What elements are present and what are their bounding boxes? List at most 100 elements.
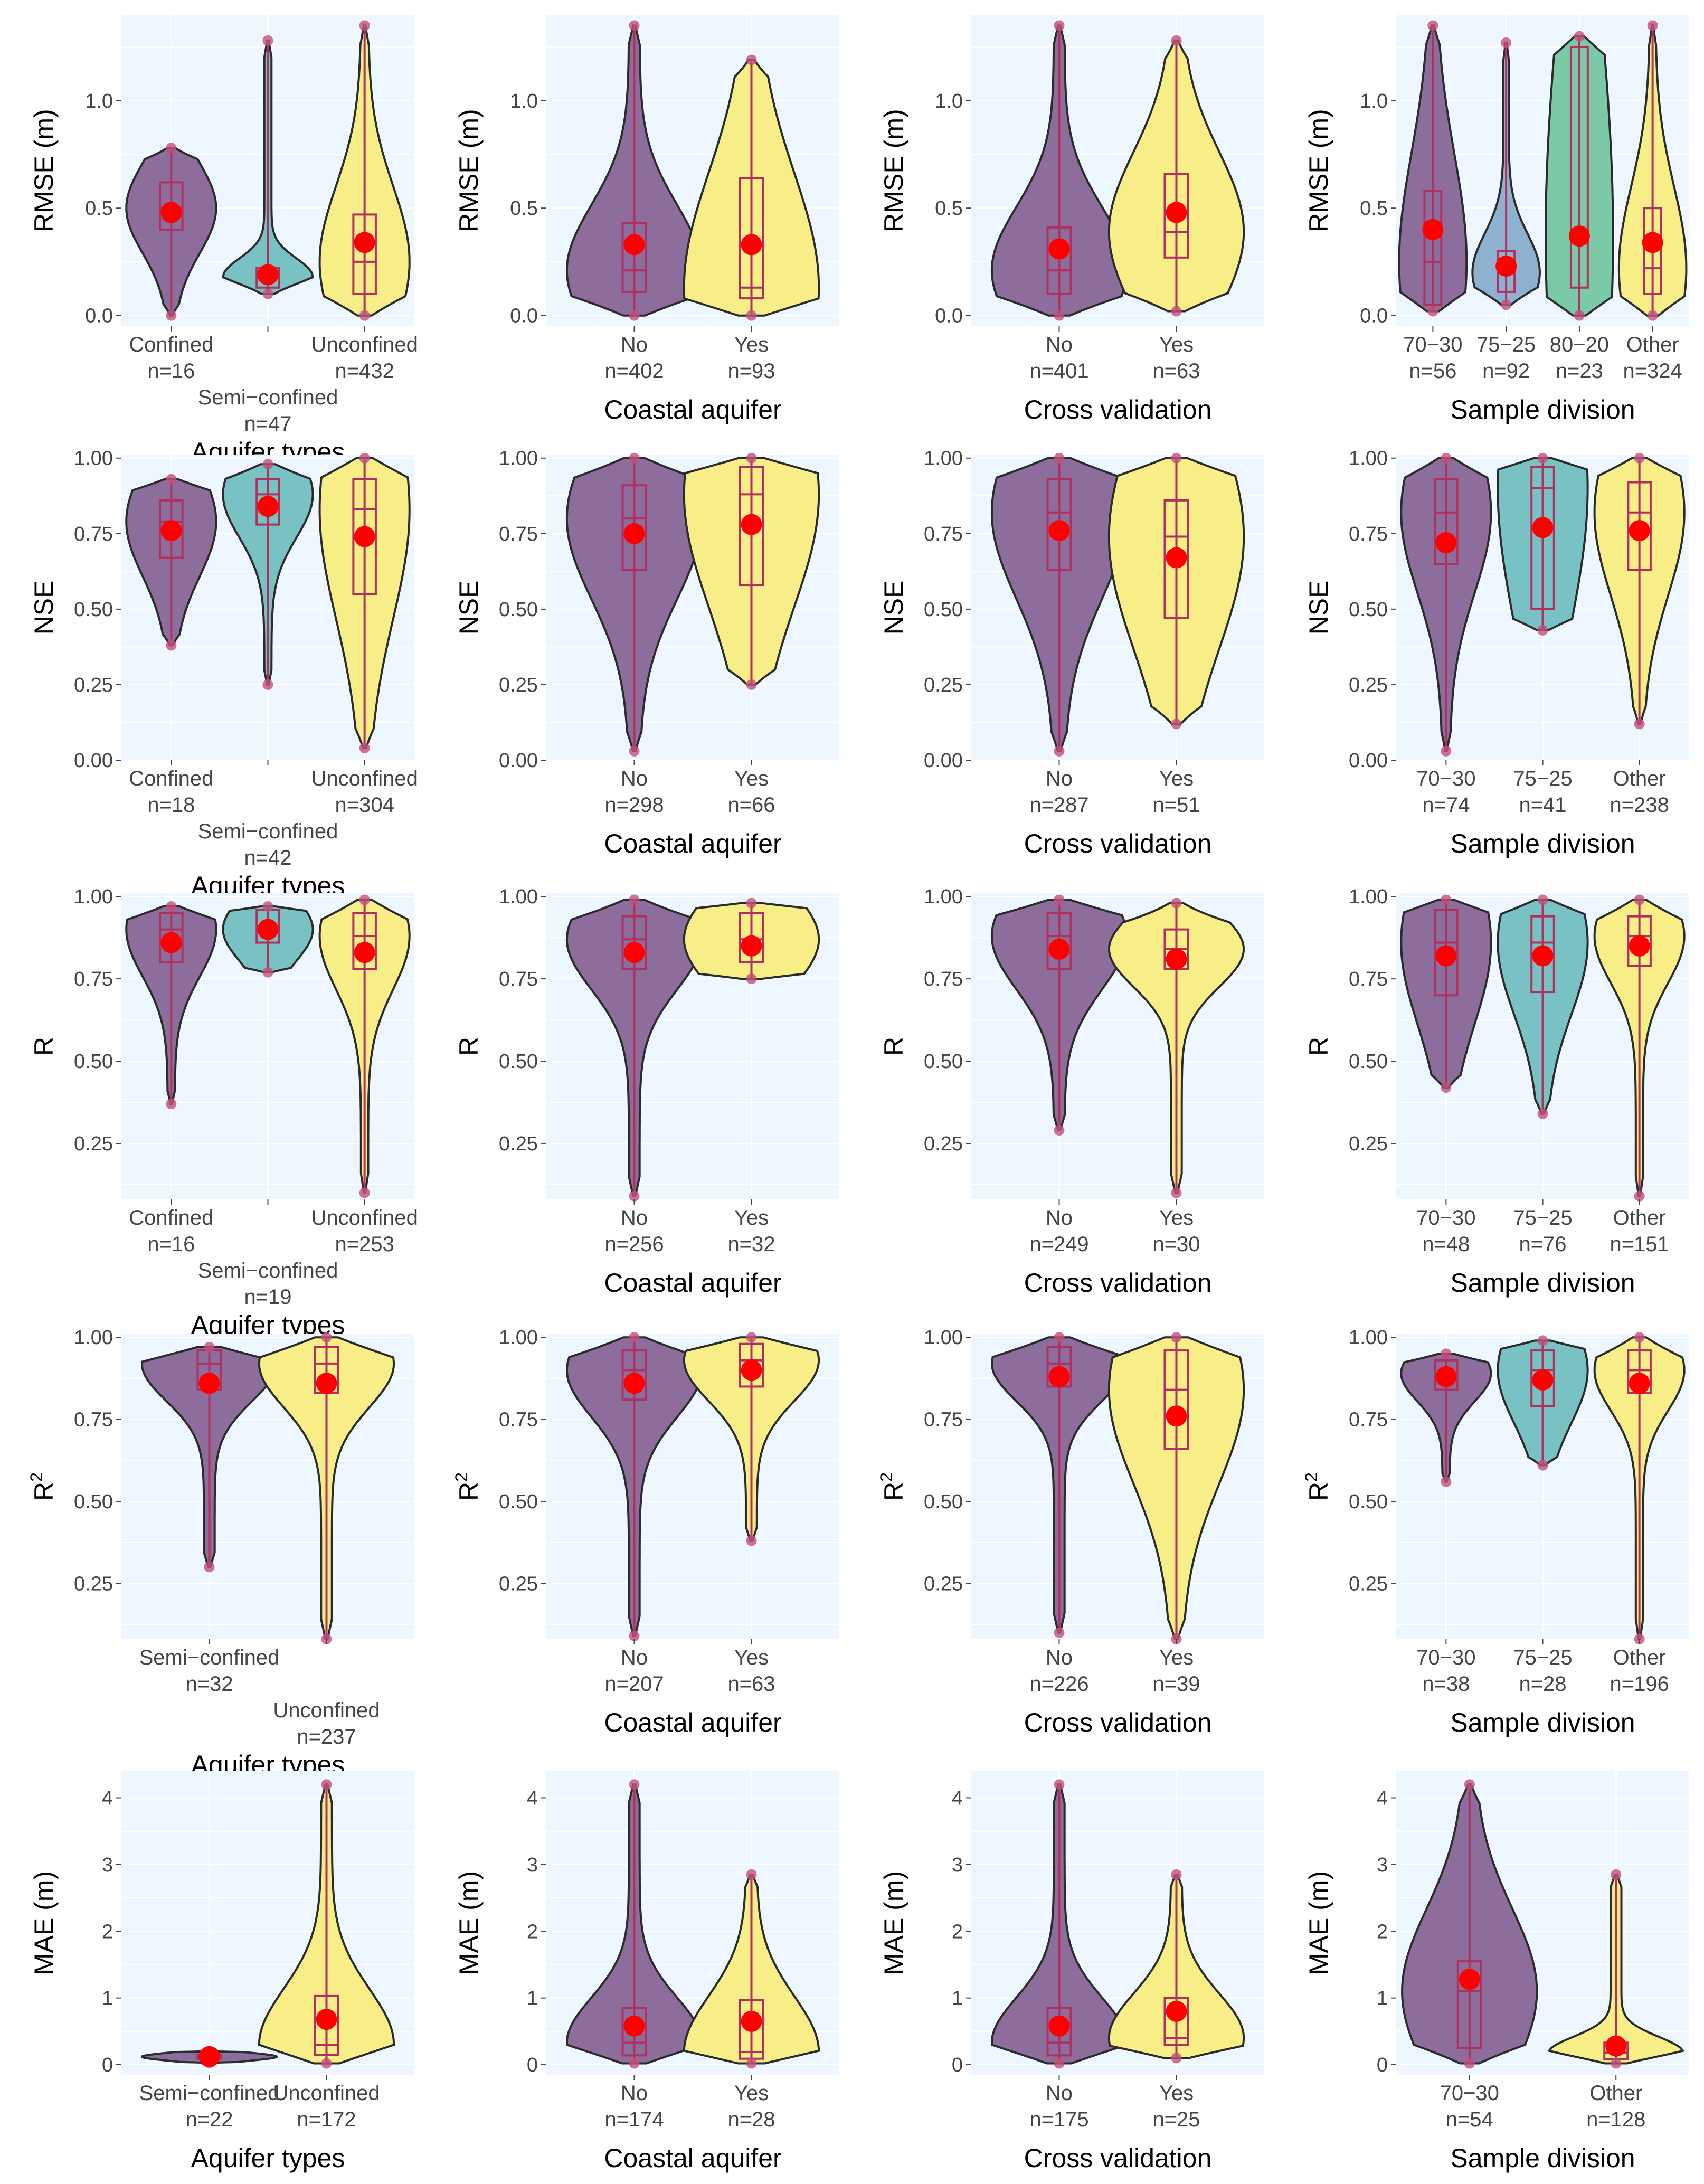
mean-point: [1166, 547, 1187, 569]
y-axis-label: MAE (m): [879, 1871, 908, 1975]
outlier-point: [1171, 35, 1182, 46]
y-tick-label: 1.0: [935, 90, 963, 112]
box: [1627, 481, 1652, 571]
x-tick-label: Yes: [1159, 1206, 1194, 1230]
violin-group-2: Yes n=66: [683, 452, 820, 817]
y-axis-label: R2: [27, 1472, 59, 1501]
y-tick-label: 0.50: [1349, 1491, 1388, 1513]
outlier-point: [1634, 894, 1645, 905]
box: [739, 466, 764, 587]
x-tick-label: Semi−confined: [198, 386, 338, 409]
outlier-point: [1647, 310, 1658, 321]
violin-group-4: Other n=324: [1617, 15, 1688, 383]
x-axis-label: Sample division: [1450, 2143, 1635, 2173]
panel-1-1: 0.0 0.5 1.0 RMSE (m) Confined n=16Semi−confin…: [29, 15, 418, 467]
box: [1530, 1349, 1555, 1407]
y-tick-label: 1.00: [924, 448, 963, 470]
x-tick-count: n=74: [1422, 793, 1470, 817]
violin-group-2: Yes n=25: [1107, 1771, 1245, 2131]
x-tick-count: n=151: [1610, 1233, 1669, 1256]
x-tick-label: Yes: [734, 1646, 769, 1669]
y-tick-label: 0.75: [924, 968, 963, 990]
y-tick-label: 1.00: [74, 448, 113, 470]
outlier-point: [629, 310, 640, 321]
panel-5-2: 0 1 2 3 4 MAE (m) No n=174 Yes n=28 Coastal aquife…: [454, 1771, 839, 2173]
x-tick-count: n=287: [1029, 793, 1088, 817]
y-tick-label: 2: [952, 1921, 963, 1943]
outlier-point: [359, 452, 370, 464]
panel-2-4: 0.00 0.25 0.50 0.75 1.00 NSE 70−30 n=74 75−25 n=4…: [1304, 448, 1689, 858]
mean-point: [1629, 520, 1650, 542]
panel-2-2: 0.00 0.25 0.50 0.75 1.00 NSE No n=298 Yes n=66 Coa…: [454, 448, 839, 858]
y-tick-label: 0: [527, 2054, 538, 2076]
x-tick-label: Semi−confined: [198, 820, 338, 843]
x-tick-count: n=16: [147, 1233, 195, 1256]
x-tick-label: 70−30: [1416, 1646, 1475, 1669]
box: [1434, 909, 1459, 997]
x-axis-label: Cross validation: [1024, 1268, 1212, 1298]
violin-group-1: Semi−confined n=22: [139, 1771, 279, 2131]
y-tick-label: 0.5: [935, 197, 963, 220]
x-tick-label: Yes: [1159, 1646, 1194, 1669]
x-tick-label: 70−30: [1416, 767, 1475, 790]
y-tick-label: 0.00: [499, 750, 538, 772]
y-tick-label: 1.0: [1360, 90, 1388, 112]
y-axis-label: RMSE (m): [879, 109, 908, 232]
violin-group-2: Semi−confined n=47: [198, 15, 338, 436]
outlier-point: [359, 1187, 370, 1198]
y-tick-label: 0.25: [924, 1133, 963, 1155]
violin-group-1: 70−30 n=74: [1400, 452, 1492, 817]
y-tick-label: 0.25: [499, 1573, 538, 1595]
outlier-point: [1171, 306, 1182, 317]
mean-point: [1605, 2035, 1627, 2057]
y-tick-label: 3: [527, 1854, 538, 1876]
outlier-point: [1054, 1627, 1065, 1638]
mean-point: [1568, 225, 1590, 247]
mean-point: [741, 1359, 762, 1381]
x-tick-count: n=22: [185, 2108, 233, 2131]
mean-point: [257, 919, 279, 940]
outlier-point: [1537, 625, 1548, 636]
violin-group-3: Other n=196: [1593, 1332, 1686, 1696]
x-tick-count: n=66: [727, 793, 775, 817]
box: [352, 213, 377, 295]
mean-point: [1048, 2015, 1070, 2037]
outlier-point: [629, 2058, 640, 2069]
y-tick-label: 4: [527, 1788, 538, 1810]
violin-group-2: Yes n=30: [1108, 893, 1245, 1256]
y-tick-label: 1.00: [1349, 886, 1388, 908]
x-tick-count: n=128: [1586, 2108, 1645, 2131]
x-tick-count: n=41: [1519, 793, 1566, 817]
x-tick-count: n=174: [604, 2108, 664, 2131]
mean-point: [1532, 1369, 1554, 1391]
x-tick-label: No: [621, 767, 648, 790]
violin-group-2: Unconfined n=237: [258, 1332, 395, 1748]
outlier-point: [321, 2058, 332, 2069]
outlier-point: [1427, 306, 1438, 317]
y-tick-label: 0.50: [74, 1491, 113, 1513]
outlier-point: [1171, 718, 1182, 730]
box: [1569, 46, 1589, 289]
outlier-point: [1464, 2058, 1475, 2069]
x-tick-count: n=93: [727, 360, 775, 383]
outlier-point: [746, 310, 757, 321]
outlier-point: [1171, 1332, 1182, 1343]
mean-point: [257, 496, 279, 517]
y-tick-label: 1.0: [510, 90, 538, 112]
y-axis-label: RMSE (m): [454, 109, 484, 232]
outlier-point: [1441, 1082, 1452, 1093]
y-tick-label: 1.00: [924, 1327, 963, 1349]
y-tick-label: 4: [952, 1788, 963, 1810]
violin-group-2: Yes n=32: [683, 893, 820, 1256]
y-tick-label: 1: [952, 1988, 963, 2010]
y-tick-label: 4: [1377, 1788, 1388, 1810]
box: [352, 478, 377, 595]
box: [739, 912, 764, 963]
y-tick-label: 0.5: [510, 197, 538, 220]
y-tick-label: 1: [1377, 1988, 1388, 2010]
y-tick-label: 0.50: [1349, 1051, 1388, 1073]
y-tick-label: 1.00: [499, 886, 538, 908]
y-tick-label: 3: [952, 1854, 963, 1876]
box: [1434, 478, 1459, 565]
y-tick-label: 0: [102, 2054, 113, 2076]
